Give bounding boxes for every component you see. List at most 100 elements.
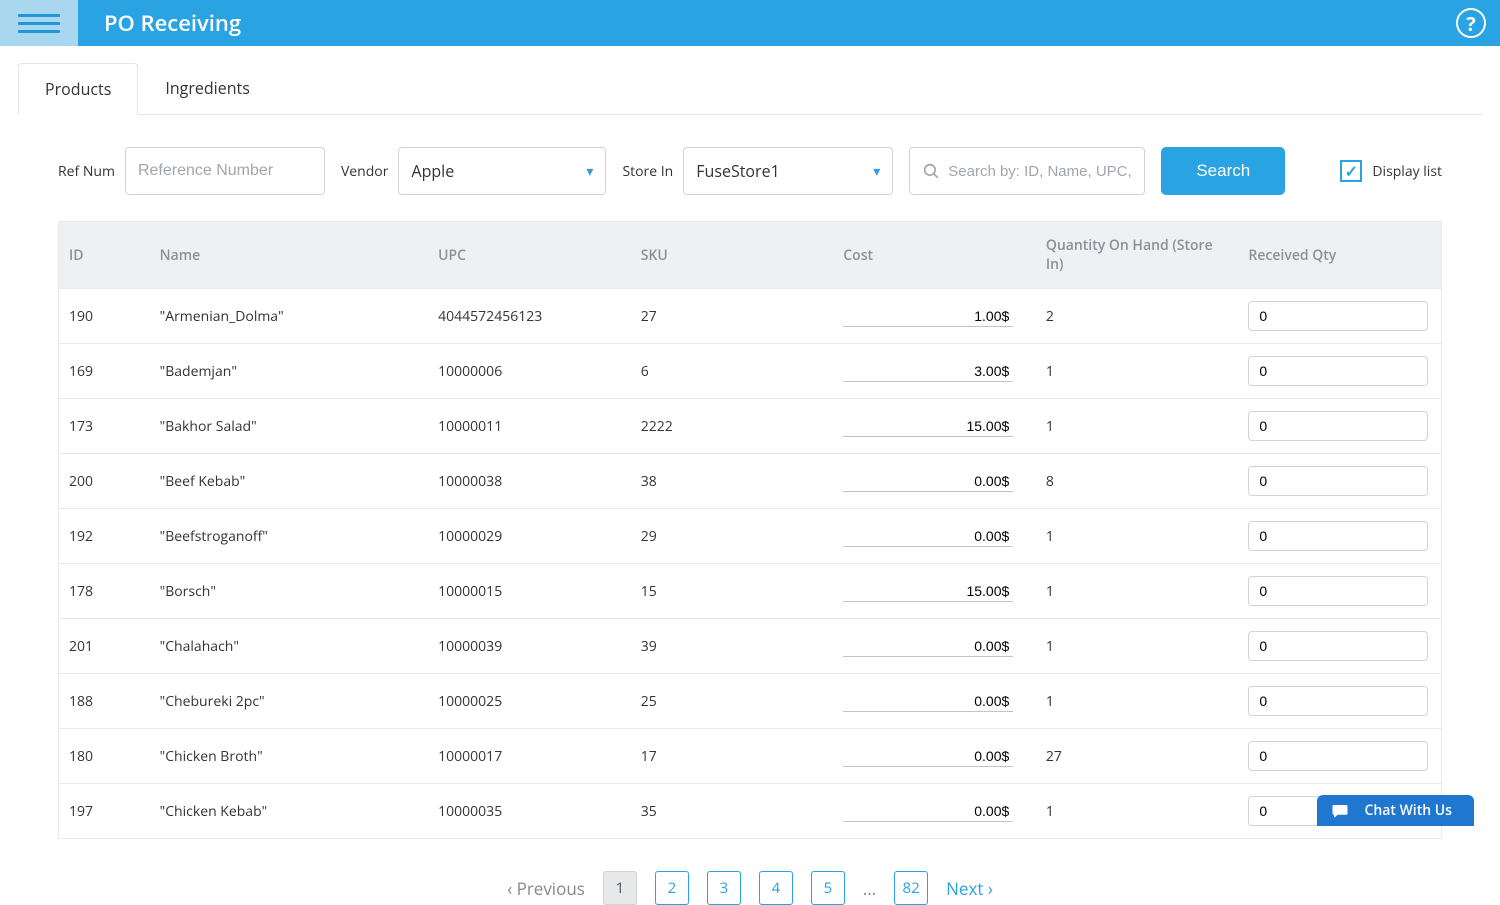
search-input[interactable]: [948, 163, 1132, 180]
search-button[interactable]: Search: [1161, 147, 1285, 195]
cell-cost: [833, 399, 1036, 454]
page-title: PO Receiving: [104, 8, 241, 38]
cell-name: "Beefstroganoff": [150, 509, 429, 564]
cell-upc: 10000011: [428, 399, 631, 454]
table-row: 190"Armenian_Dolma"4044572456123272: [59, 289, 1442, 344]
cell-name: "Chicken Kebab": [150, 784, 429, 839]
cell-qoh: 1: [1036, 784, 1239, 839]
cost-input[interactable]: [843, 691, 1013, 712]
cost-input[interactable]: [843, 306, 1013, 327]
cost-input[interactable]: [843, 636, 1013, 657]
col-header-cost[interactable]: Cost: [833, 222, 1036, 289]
cell-qoh: 1: [1036, 564, 1239, 619]
cost-input[interactable]: [843, 581, 1013, 602]
display-list-group: ✓ Display list: [1340, 160, 1442, 182]
col-header-id[interactable]: ID: [59, 222, 150, 289]
table-row: 197"Chicken Kebab"10000035351: [59, 784, 1442, 839]
ref-num-input[interactable]: [125, 147, 325, 195]
cell-cost: [833, 729, 1036, 784]
app-header: PO Receiving ?: [0, 0, 1500, 46]
cell-id: 169: [59, 344, 150, 399]
vendor-group: Vendor Apple ▾: [341, 147, 607, 195]
page-last[interactable]: 82: [894, 871, 928, 905]
cost-input[interactable]: [843, 361, 1013, 382]
cell-upc: 4044572456123: [428, 289, 631, 344]
cell-id: 190: [59, 289, 150, 344]
tab-products[interactable]: Products: [18, 63, 138, 115]
cost-input[interactable]: [843, 801, 1013, 822]
cell-name: "Chalahach": [150, 619, 429, 674]
cell-qoh: 1: [1036, 399, 1239, 454]
tabs-container: Products Ingredients: [18, 62, 1482, 115]
chevron-down-icon: ▾: [873, 162, 880, 181]
col-header-name[interactable]: Name: [150, 222, 429, 289]
products-table: ID Name UPC SKU Cost Quantity On Hand (S…: [58, 221, 1442, 839]
received-qty-input[interactable]: [1248, 631, 1428, 661]
help-icon[interactable]: ?: [1456, 8, 1486, 38]
search-box[interactable]: [909, 147, 1145, 195]
cell-id: 192: [59, 509, 150, 564]
cost-input[interactable]: [843, 471, 1013, 492]
cell-rqty: [1238, 289, 1441, 344]
store-value: FuseStore1: [696, 160, 779, 182]
table-row: 169"Bademjan"1000000661: [59, 344, 1442, 399]
cell-sku: 6: [631, 344, 834, 399]
cell-qoh: 1: [1036, 344, 1239, 399]
cell-qoh: 1: [1036, 509, 1239, 564]
cell-sku: 25: [631, 674, 834, 729]
chat-label: Chat With Us: [1365, 801, 1452, 820]
page-ellipsis: …: [863, 877, 876, 900]
page-3[interactable]: 3: [707, 871, 741, 905]
cell-name: "Borsch": [150, 564, 429, 619]
received-qty-input[interactable]: [1248, 576, 1428, 606]
col-header-rqty[interactable]: Received Qty: [1238, 222, 1441, 289]
vendor-value: Apple: [411, 160, 454, 182]
received-qty-input[interactable]: [1248, 356, 1428, 386]
page-5[interactable]: 5: [811, 871, 845, 905]
display-list-checkbox[interactable]: ✓: [1340, 160, 1362, 182]
page-2[interactable]: 2: [655, 871, 689, 905]
page-1-current[interactable]: 1: [603, 871, 637, 905]
store-dropdown[interactable]: FuseStore1 ▾: [683, 147, 893, 195]
vendor-dropdown[interactable]: Apple ▾: [398, 147, 606, 195]
store-group: Store In FuseStore1 ▾: [622, 147, 893, 195]
received-qty-input[interactable]: [1248, 741, 1428, 771]
next-page-button[interactable]: Next ›: [946, 877, 993, 900]
cell-rqty: [1238, 674, 1441, 729]
cell-name: "Beef Kebab": [150, 454, 429, 509]
page-4[interactable]: 4: [759, 871, 793, 905]
cell-sku: 27: [631, 289, 834, 344]
cost-input[interactable]: [843, 416, 1013, 437]
cell-qoh: 2: [1036, 289, 1239, 344]
cell-qoh: 1: [1036, 674, 1239, 729]
col-header-sku[interactable]: SKU: [631, 222, 834, 289]
chat-widget[interactable]: Chat With Us: [1317, 795, 1474, 826]
pagination: ‹ Previous 1 2 3 4 5 … 82 Next ›: [18, 839, 1482, 905]
received-qty-input[interactable]: [1248, 466, 1428, 496]
received-qty-input[interactable]: [1248, 411, 1428, 441]
ref-num-group: Ref Num: [58, 147, 325, 195]
col-header-qoh[interactable]: Quantity On Hand (Store In): [1036, 222, 1239, 289]
search-icon: [922, 162, 940, 180]
cell-cost: [833, 564, 1036, 619]
cell-id: 173: [59, 399, 150, 454]
received-qty-input[interactable]: [1248, 521, 1428, 551]
tab-ingredients[interactable]: Ingredients: [138, 62, 276, 114]
cell-upc: 10000025: [428, 674, 631, 729]
previous-page-button[interactable]: ‹ Previous: [507, 877, 585, 900]
cell-rqty: [1238, 454, 1441, 509]
filter-bar: Ref Num Vendor Apple ▾ Store In FuseStor…: [18, 115, 1482, 221]
cell-rqty: [1238, 564, 1441, 619]
received-qty-input[interactable]: [1248, 686, 1428, 716]
cell-rqty: [1238, 729, 1441, 784]
hamburger-menu-button[interactable]: [0, 0, 78, 46]
cost-input[interactable]: [843, 526, 1013, 547]
cell-sku: 17: [631, 729, 834, 784]
cell-rqty: [1238, 399, 1441, 454]
col-header-upc[interactable]: UPC: [428, 222, 631, 289]
cell-rqty: [1238, 509, 1441, 564]
received-qty-input[interactable]: [1248, 301, 1428, 331]
cell-id: 200: [59, 454, 150, 509]
cost-input[interactable]: [843, 746, 1013, 767]
main-content: Products Ingredients Ref Num Vendor Appl…: [0, 46, 1500, 905]
